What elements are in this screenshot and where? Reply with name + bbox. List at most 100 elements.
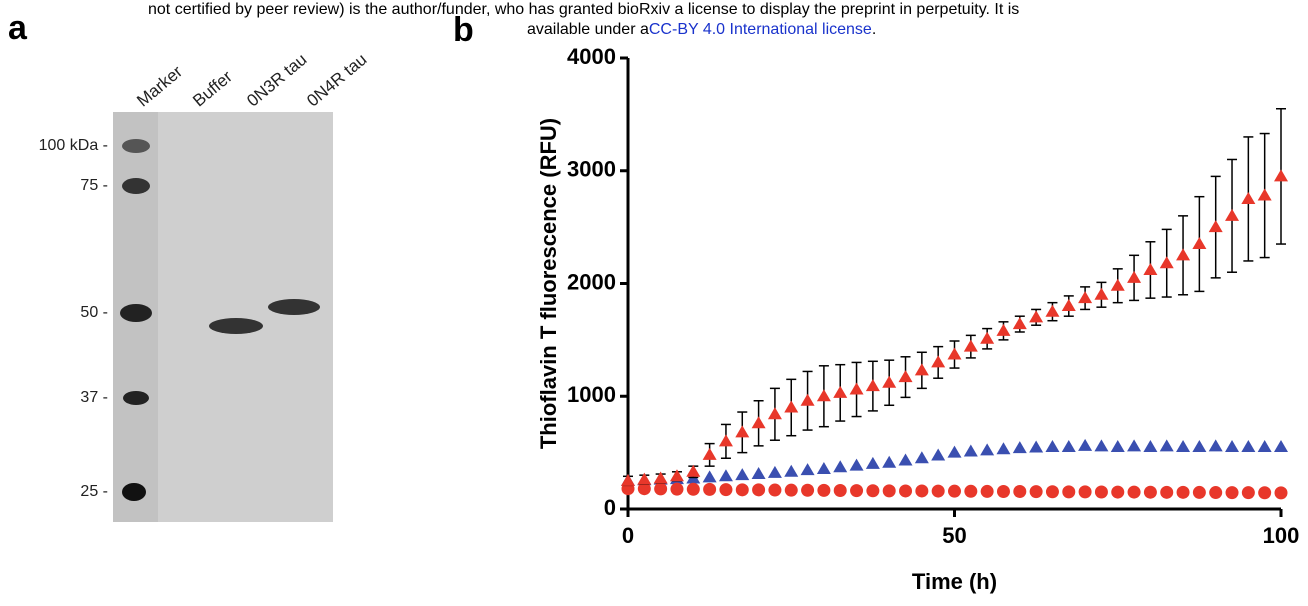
marker-label: 100 kDa - — [39, 137, 108, 154]
triangle-marker — [833, 460, 847, 472]
lane-label: Buffer — [189, 67, 236, 111]
marker-label: 75 - — [80, 177, 108, 194]
circle-marker — [997, 485, 1010, 498]
triangle-marker — [1274, 169, 1288, 181]
circle-marker — [1160, 486, 1173, 499]
triangle-marker — [1258, 440, 1272, 452]
circle-marker — [1193, 486, 1206, 499]
circle-marker — [654, 482, 667, 495]
triangle-marker — [768, 466, 782, 478]
marker-label: 37 - — [80, 389, 108, 406]
circle-marker — [1046, 485, 1059, 498]
triangle-marker — [703, 470, 717, 482]
triangle-marker — [752, 416, 766, 428]
triangle-marker — [1225, 440, 1239, 452]
y-tick-label: 4000 — [567, 44, 616, 69]
header-text: . — [872, 21, 876, 38]
lane-label: 0N3R tau — [243, 50, 310, 111]
triangle-marker — [1078, 439, 1092, 451]
triangle-marker — [931, 355, 945, 367]
triangle-marker — [752, 467, 766, 479]
header-line: available under aCC-BY 4.0 International… — [527, 21, 876, 38]
triangle-marker — [1143, 440, 1157, 452]
circle-marker — [768, 484, 781, 497]
lane-label: Marker — [133, 62, 186, 111]
triangle-marker — [1176, 440, 1190, 452]
triangle-marker — [1094, 288, 1108, 300]
triangle-marker — [1176, 248, 1190, 260]
circle-marker — [899, 484, 912, 497]
triangle-marker — [850, 382, 864, 394]
x-axis-label: Time (h) — [912, 569, 997, 594]
triangle-marker — [719, 469, 733, 481]
figure: not certified by peer review) is the aut… — [0, 0, 1308, 606]
triangle-marker — [1013, 441, 1027, 453]
header-text: available under a — [527, 21, 649, 38]
triangle-marker — [964, 444, 978, 456]
circle-marker — [817, 484, 830, 497]
circle-marker — [1226, 486, 1239, 499]
triangle-marker — [980, 443, 994, 455]
x-tick-label: 100 — [1263, 523, 1300, 548]
circle-marker — [1013, 485, 1026, 498]
circle-marker — [1209, 486, 1222, 499]
triangle-marker — [1160, 256, 1174, 268]
triangle-marker — [899, 370, 913, 382]
triangle-marker — [1209, 439, 1223, 451]
triangle-marker — [784, 465, 798, 477]
triangle-marker — [1078, 291, 1092, 303]
triangle-marker — [817, 462, 831, 474]
circle-marker — [703, 483, 716, 496]
triangle-marker — [980, 332, 994, 344]
circle-marker — [1030, 485, 1043, 498]
triangle-marker — [1274, 440, 1288, 452]
circle-marker — [866, 484, 879, 497]
triangle-marker — [964, 340, 978, 352]
triangle-marker — [784, 401, 798, 413]
header-line: not certified by peer review) is the aut… — [148, 1, 1019, 18]
circle-marker — [801, 484, 814, 497]
triangle-marker — [996, 324, 1010, 336]
circle-marker — [834, 484, 847, 497]
circle-marker — [785, 484, 798, 497]
triangle-marker — [1241, 192, 1255, 204]
triangle-marker — [735, 425, 749, 437]
y-tick-label: 2000 — [567, 269, 616, 294]
triangle-marker — [703, 448, 717, 460]
x-tick-label: 0 — [622, 523, 634, 548]
triangle-marker — [1029, 310, 1043, 322]
triangle-marker — [768, 407, 782, 419]
triangle-marker — [1094, 439, 1108, 451]
y-tick-label: 1000 — [567, 382, 616, 407]
circle-marker — [687, 483, 700, 496]
y-tick-label: 3000 — [567, 157, 616, 182]
triangle-marker — [1127, 271, 1141, 283]
circle-marker — [1062, 485, 1075, 498]
triangle-marker — [1192, 440, 1206, 452]
panel-label: a — [8, 9, 28, 47]
circle-marker — [752, 483, 765, 496]
x-tick-label: 50 — [942, 523, 966, 548]
triangle-marker — [850, 459, 864, 471]
triangle-marker — [1013, 317, 1027, 329]
circle-marker — [1144, 486, 1157, 499]
circle-marker — [883, 484, 896, 497]
circle-marker — [981, 485, 994, 498]
triangle-marker — [948, 446, 962, 458]
triangle-marker — [866, 379, 880, 391]
triangle-marker — [915, 451, 929, 463]
triangle-marker — [882, 456, 896, 468]
circle-marker — [932, 485, 945, 498]
triangle-marker — [1143, 263, 1157, 275]
license-link[interactable]: CC-BY 4.0 International license — [649, 21, 872, 38]
triangle-marker — [1127, 439, 1141, 451]
triangle-marker — [1241, 440, 1255, 452]
circle-marker — [1258, 486, 1271, 499]
circle-marker — [948, 485, 961, 498]
triangle-marker — [915, 363, 929, 375]
y-axis-label: Thioflavin T fluorescence (RFU) — [536, 118, 561, 449]
circle-marker — [1079, 485, 1092, 498]
circle-marker — [915, 484, 928, 497]
marker-label: 50 - — [80, 304, 108, 321]
triangle-marker — [1111, 279, 1125, 291]
